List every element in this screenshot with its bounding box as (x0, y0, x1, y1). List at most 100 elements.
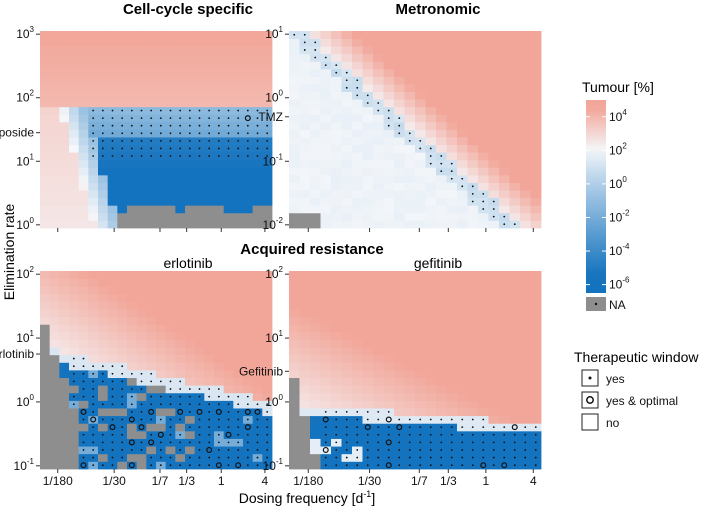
heatmap-cell (49, 182, 60, 191)
heatmap-cell (59, 220, 70, 229)
heatmap-cell (383, 220, 395, 229)
heatmap-cell (262, 38, 273, 47)
heatmap-cell (478, 377, 489, 386)
heatmap-cell (127, 91, 138, 100)
window-optimal-circle (385, 416, 392, 423)
heatmap-cell (383, 46, 395, 55)
heatmap-cell (243, 301, 254, 310)
window-dot (72, 372, 75, 375)
heatmap-cell (194, 68, 205, 77)
heatmap-cell (59, 121, 70, 130)
heatmap-cell (509, 159, 521, 168)
heatmap-cell (373, 84, 384, 93)
window-dot (92, 426, 95, 429)
heatmap-cell (40, 286, 51, 295)
heatmap-cell (262, 91, 273, 100)
window-dot (121, 117, 124, 120)
heatmap-cell (69, 301, 80, 310)
heatmap-cell (362, 114, 374, 123)
heatmap-cell (156, 339, 167, 348)
heatmap-cell (352, 370, 363, 379)
heatmap-cell (299, 114, 311, 123)
heatmap-cell (446, 278, 458, 287)
heatmap-cell (299, 159, 311, 168)
heatmap-cell (331, 293, 342, 302)
heatmap-cell (509, 129, 521, 138)
heatmap-cell (262, 167, 273, 176)
window-dot (513, 456, 516, 459)
window-dot (324, 56, 327, 59)
heatmap-cell (467, 99, 479, 108)
heatmap-cell (373, 212, 384, 221)
y-tick-base: 10 (16, 91, 30, 105)
heatmap-cell (194, 190, 205, 199)
heatmap-cell (352, 46, 363, 55)
heatmap-cell (436, 114, 447, 123)
window-dot (335, 71, 338, 74)
heatmap-cell (299, 392, 311, 401)
heatmap-cell (136, 278, 147, 287)
heatmap-cell (252, 370, 263, 379)
heatmap-cell (394, 190, 405, 199)
heatmap-cell (520, 415, 531, 424)
heatmap-cell (383, 182, 395, 191)
heatmap-cell (362, 137, 374, 146)
heatmap-cell (310, 212, 321, 221)
heatmap-cell (146, 31, 157, 39)
heatmap-cell (146, 362, 157, 371)
window-dot (503, 223, 506, 226)
heatmap-cell (478, 106, 489, 115)
heatmap-cell (88, 91, 99, 100)
heatmap-cell (341, 31, 353, 39)
heatmap-cell (467, 76, 479, 85)
heatmap-cell (127, 286, 138, 295)
heatmap-cell (146, 347, 157, 356)
heatmap-cell (136, 68, 147, 77)
window-dot (188, 155, 191, 157)
window-dot (356, 94, 359, 97)
heatmap-cell (252, 301, 263, 310)
heatmap-cell (59, 286, 70, 295)
heatmap-cell (425, 190, 437, 199)
window-dot (159, 456, 162, 459)
window-dot (429, 418, 432, 421)
heatmap-cell (223, 362, 234, 371)
heatmap-cell (194, 324, 205, 333)
heatmap-cell (204, 46, 215, 55)
heatmap-cell (78, 38, 89, 47)
heatmap-cell (146, 190, 157, 199)
heatmap-cell (69, 271, 80, 280)
heatmap-cell (243, 182, 254, 191)
heatmap-cell (520, 354, 531, 363)
window-dot (227, 418, 230, 421)
heatmap-cell (320, 205, 332, 214)
heatmap-cell (69, 212, 80, 221)
heatmap-cell (78, 129, 89, 138)
heatmap-cell (404, 377, 416, 386)
heatmap-cell (320, 271, 332, 280)
window-dot (140, 410, 143, 413)
heatmap-cell (243, 385, 254, 394)
heatmap-cell (446, 354, 458, 363)
heatmap-cell (107, 220, 118, 229)
heatmap-cell (194, 301, 205, 310)
window-optimal-circle (322, 446, 329, 453)
window-dot (101, 464, 104, 467)
heatmap-cell (165, 91, 176, 100)
heatmap-cell (204, 174, 215, 183)
heatmap-cell (310, 415, 321, 424)
window-optimal-circle (235, 462, 242, 469)
heatmap-cell (49, 339, 60, 348)
heatmap-cell (156, 423, 167, 432)
heatmap-cell (320, 46, 332, 55)
heatmap-cell (520, 53, 531, 62)
heatmap-cell (223, 278, 234, 287)
heatmap-cell (49, 121, 60, 130)
heatmap-cell (499, 46, 510, 55)
heatmap-cell (40, 408, 51, 417)
window-dot (92, 372, 95, 375)
window-dot (324, 464, 327, 467)
window-dot (179, 388, 182, 390)
heatmap-cell (78, 220, 89, 229)
heatmap-cell (233, 46, 244, 55)
